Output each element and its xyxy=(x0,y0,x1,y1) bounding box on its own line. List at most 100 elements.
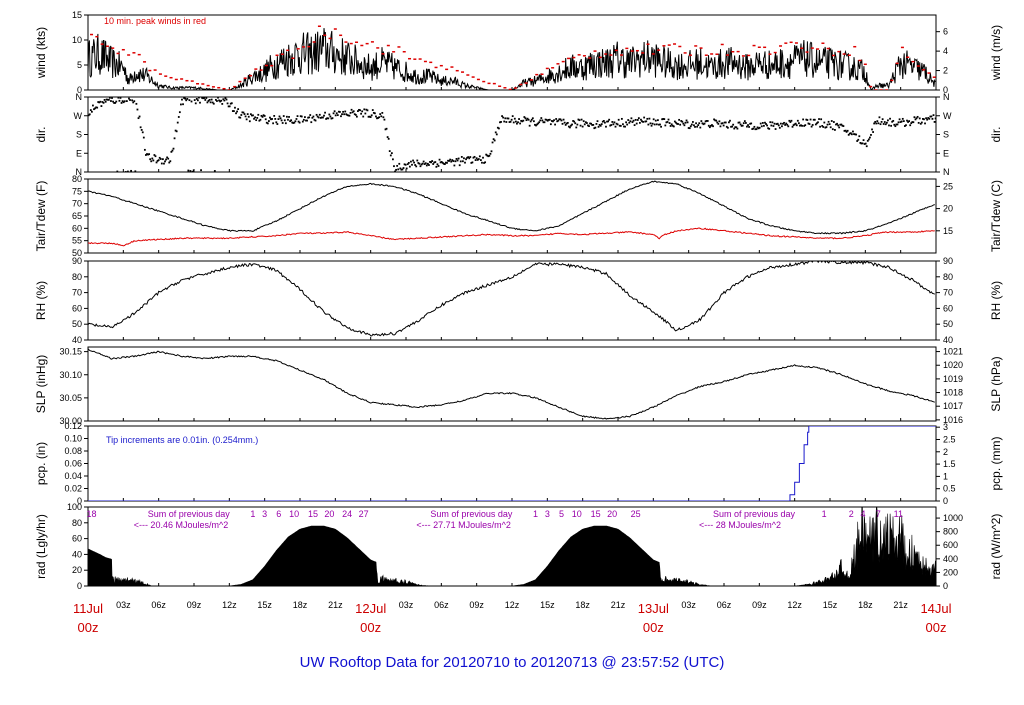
dir-point xyxy=(774,128,777,130)
dir-point xyxy=(915,117,918,120)
dir-point xyxy=(853,133,855,135)
dir-point xyxy=(316,115,319,118)
ylabel-right-slp: SLP (hPa) xyxy=(989,356,1003,411)
dir-point xyxy=(419,165,422,168)
dir-point xyxy=(172,147,175,150)
dir-point xyxy=(168,161,171,164)
dir-point xyxy=(818,118,820,120)
time-tick-label: 18z xyxy=(575,600,590,610)
time-tick-label: 21z xyxy=(328,600,343,610)
dir-point xyxy=(606,120,608,123)
dir-point xyxy=(510,118,513,121)
dir-point xyxy=(720,122,723,125)
time-tick-label: 03z xyxy=(116,600,131,610)
dir-point xyxy=(839,123,842,126)
dir-point xyxy=(339,111,341,113)
left-tick-label: 70 xyxy=(72,288,82,298)
day-note-line1: Sum of previous day xyxy=(430,509,513,519)
dir-point xyxy=(907,121,909,123)
dir-point xyxy=(342,110,344,113)
dir-point xyxy=(719,125,722,128)
dir-point xyxy=(805,118,808,121)
dir-point xyxy=(882,123,885,125)
dir-point xyxy=(673,120,676,123)
dir-point xyxy=(439,161,442,164)
dir-point xyxy=(781,125,783,128)
dir-point xyxy=(773,122,776,125)
dir-point xyxy=(433,161,436,164)
dir-point xyxy=(393,165,395,168)
dir-point xyxy=(452,160,455,162)
plot-area-dir xyxy=(88,97,936,172)
dir-point xyxy=(315,113,318,116)
dir-point xyxy=(488,154,491,157)
dir-point xyxy=(223,99,226,102)
dir-point xyxy=(878,116,881,119)
dir-point xyxy=(310,121,313,124)
dir-point xyxy=(856,140,859,142)
dir-point xyxy=(721,122,724,125)
dir-point xyxy=(355,115,358,118)
dir-point xyxy=(192,169,195,172)
series-precip xyxy=(88,426,936,501)
dir-point xyxy=(648,117,651,120)
dir-point xyxy=(700,120,703,122)
dir-point xyxy=(626,123,629,126)
right-tick-label: 1 xyxy=(943,471,948,481)
dir-point xyxy=(698,122,701,125)
dir-point xyxy=(532,120,535,123)
dir-point xyxy=(299,115,302,118)
dir-point xyxy=(429,161,431,163)
dir-point xyxy=(465,158,467,161)
dir-point xyxy=(820,118,823,121)
dir-point xyxy=(881,118,884,121)
dir-point xyxy=(623,125,625,128)
left-tick-label: 0 xyxy=(77,85,82,95)
dir-point xyxy=(524,117,527,120)
dir-point xyxy=(149,158,152,161)
dir-point xyxy=(558,118,561,121)
dir-point xyxy=(101,101,104,103)
left-tick-label: 60 xyxy=(72,223,82,233)
dir-point xyxy=(388,150,391,153)
dir-point xyxy=(142,136,145,139)
time-tick-label: 21z xyxy=(893,600,908,610)
dir-point xyxy=(926,118,929,121)
left-tick-label: 60 xyxy=(72,534,82,544)
right-tick-label: 1018 xyxy=(943,388,963,398)
dir-point xyxy=(464,161,466,164)
plot-area-rad xyxy=(88,507,936,586)
dir-point xyxy=(282,115,285,117)
dir-point xyxy=(163,162,165,165)
plot-area-rh xyxy=(88,261,935,337)
dir-point xyxy=(145,154,147,156)
dir-point xyxy=(594,126,597,129)
time-tick-label: 18z xyxy=(293,600,308,610)
panel-slp: 30.00 30.05 30.10 30.15 1016 1017 1018 1019 1020… xyxy=(34,346,1003,426)
dir-point xyxy=(412,159,414,162)
dir-point xyxy=(757,127,760,130)
dir-point xyxy=(281,122,284,124)
dir-point xyxy=(423,163,426,165)
dir-point xyxy=(832,121,835,123)
dir-point xyxy=(394,170,396,172)
dir-point xyxy=(132,101,135,104)
left-tick-label: 70 xyxy=(72,199,82,209)
dir-point xyxy=(927,117,930,119)
rad-hour-label: 10 xyxy=(289,509,299,519)
dir-point xyxy=(801,124,803,127)
dir-point xyxy=(424,162,427,165)
dir-point xyxy=(747,124,749,126)
dir-point xyxy=(397,168,400,171)
dir-point xyxy=(193,99,196,101)
dir-point xyxy=(552,120,554,123)
dir-point xyxy=(370,114,373,117)
dir-point xyxy=(850,133,853,136)
dir-point xyxy=(421,162,424,165)
dir-point xyxy=(737,121,740,124)
dir-point xyxy=(536,123,538,126)
panel-frame-slp xyxy=(87,346,937,422)
dir-point xyxy=(649,122,652,125)
dir-point xyxy=(652,118,655,121)
